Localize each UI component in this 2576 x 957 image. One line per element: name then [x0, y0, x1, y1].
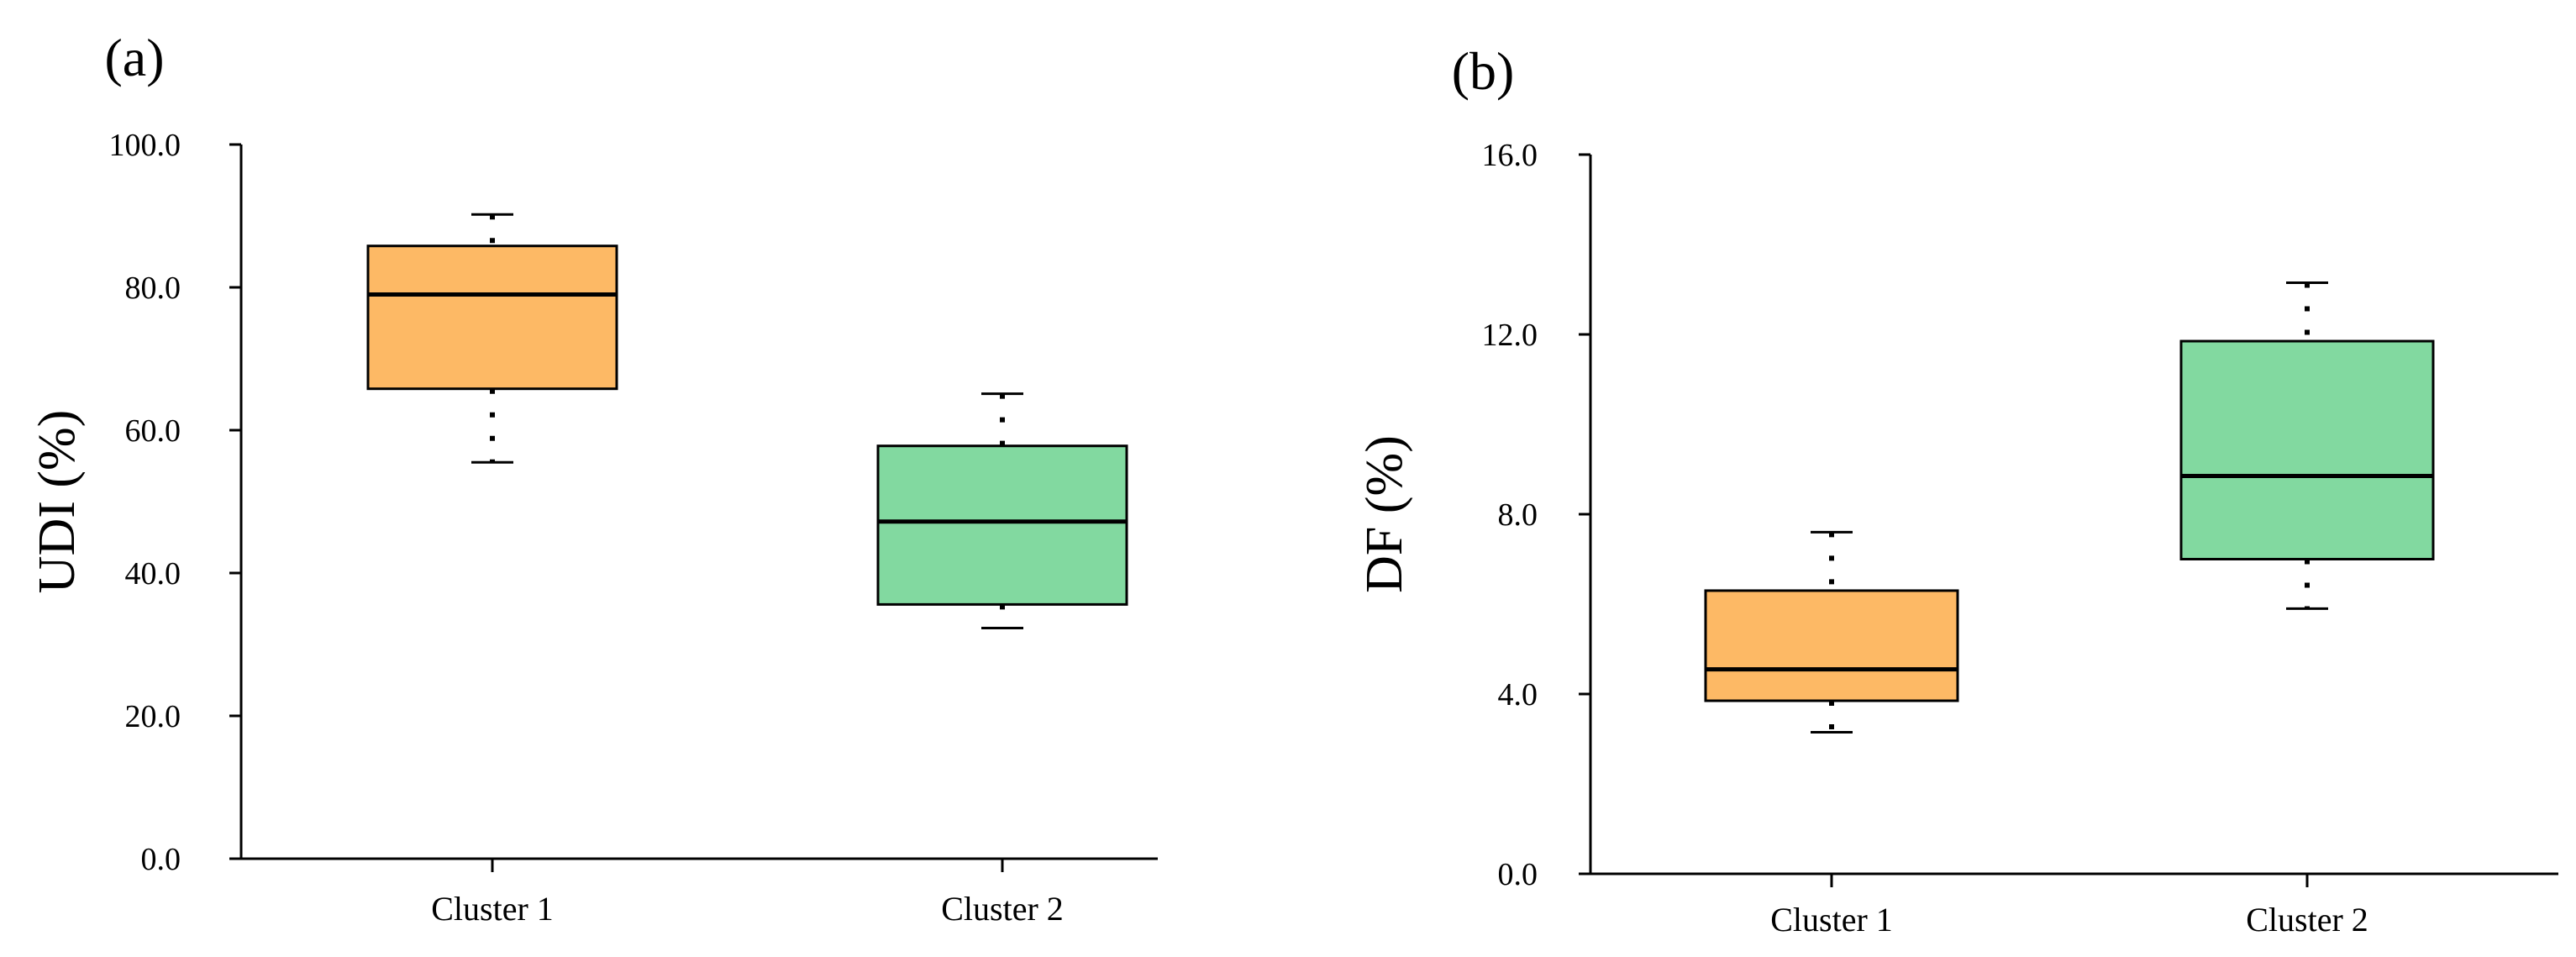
panel-a: (a) UDI (%) 0.0 20.0 40.0 60.0 80.0 100.0 Cluste… — [29, 28, 1158, 928]
x-tick-label: Cluster 1 — [1770, 901, 1893, 939]
y-tick-label: 60.0 — [125, 413, 181, 449]
panel-b: (b) DF (%) 0.0 4.0 8.0 12.0 16.0 Cluster 1 Clust… — [1356, 41, 2558, 939]
x-tick-label: Cluster 1 — [431, 890, 554, 928]
y-tick-label: 0.0 — [1498, 857, 1538, 892]
x-tick-label: Cluster 2 — [941, 890, 1064, 928]
y-tick-label: 12.0 — [1482, 318, 1538, 353]
y-tick-label: 80.0 — [125, 271, 181, 306]
y-tick-label: 20.0 — [125, 699, 181, 734]
y-tick-label: 100.0 — [109, 128, 181, 163]
x-tick-label: Cluster 2 — [2246, 901, 2368, 939]
box-2 — [876, 444, 1128, 606]
panel-label: (a) — [104, 28, 164, 87]
y-axis-title: UDI (%) — [29, 410, 86, 594]
y-tick-label: 0.0 — [141, 842, 181, 877]
y-axis-title: DF (%) — [1356, 435, 1413, 593]
box-1 — [1704, 589, 1959, 702]
y-tick-label: 16.0 — [1482, 138, 1538, 173]
y-tick-label: 8.0 — [1498, 497, 1538, 533]
y-tick-label: 40.0 — [125, 556, 181, 592]
y-tick-label: 4.0 — [1498, 677, 1538, 712]
panel-label: (b) — [1452, 41, 1515, 101]
box-2 — [2179, 339, 2435, 560]
box-1 — [366, 245, 618, 391]
